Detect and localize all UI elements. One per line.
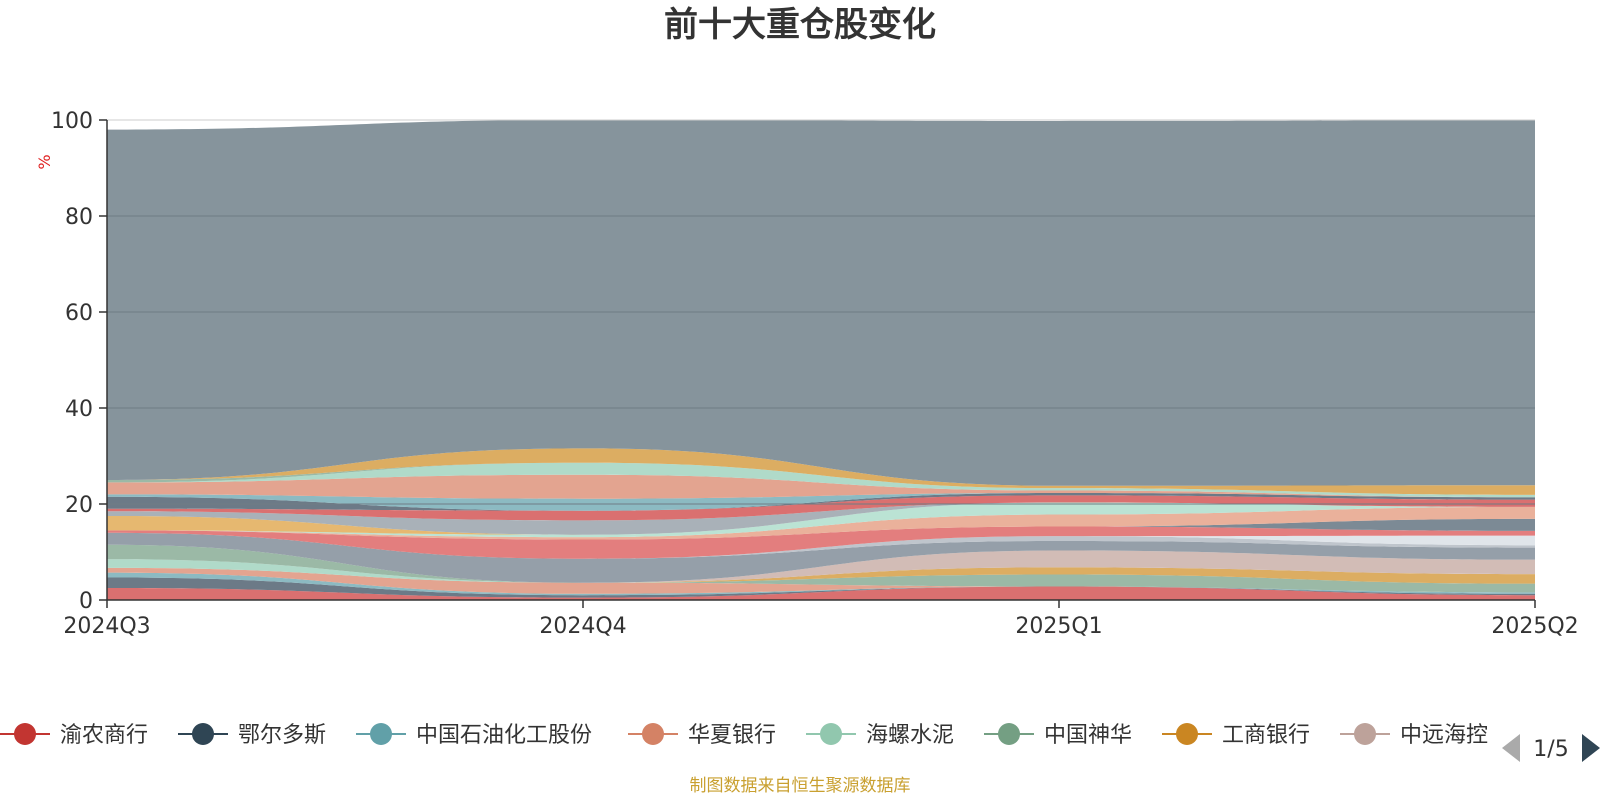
x-tick-label-3: 2025Q2 [1491,614,1578,639]
legend-item-6[interactable]: 工商银行 [1162,723,1310,748]
x-tick-label-1: 2024Q4 [539,614,626,639]
area-series-0 [107,586,1535,600]
area-series-14 [107,506,1535,540]
area-series-17 [107,502,1535,535]
legend-label: 中国石油化工股份 [416,723,592,748]
legend-item-0[interactable]: 渝农商行 [0,723,148,748]
x-tick-label-0: 2024Q3 [63,614,150,639]
area-series-21 [107,474,1535,499]
y-tick-label-1: 20 [65,493,93,518]
grid-lines [107,119,1535,505]
legend-label: 华夏银行 [688,723,776,748]
axes: 0 20 40 60 80 100 2024Q3 2024Q4 2025Q1 2025Q2 [51,109,1579,639]
legend-marker-icon [998,723,1020,745]
legend-marker-icon [642,723,664,745]
legend-marker-icon [14,723,36,745]
legend-label: 中国神华 [1044,723,1132,748]
legend[interactable]: 渝农商行 鄂尔多斯 中国石油化工股份 华夏银行 海螺水泥 中国神华 工商银行 中远海控 [0,723,1488,748]
legend-label: 渝农商行 [60,723,148,748]
legend-label: 中远海控 [1400,723,1488,748]
legend-item-4[interactable]: 海螺水泥 [806,723,954,748]
area-series-3 [107,567,1535,594]
area-series-group [107,120,1535,600]
legend-label: 海螺水泥 [866,723,954,748]
y-tick-label-3: 60 [65,301,93,326]
legend-page-indicator: 1/5 [1533,737,1568,762]
legend-prev-icon[interactable] [1502,734,1520,762]
legend-item-2[interactable]: 中国石油化工股份 [356,723,592,748]
y-tick-label-5: 100 [51,109,93,134]
y-axis-unit: % [35,154,54,169]
legend-item-3[interactable]: 华夏银行 [628,723,776,748]
legend-marker-icon [370,723,392,745]
area-series-7 [107,544,1535,583]
area-series-22 [107,462,1535,498]
area-series-5 [107,544,1535,593]
area-series-15 [107,502,1535,538]
area-series-18 [107,495,1535,521]
legend-marker-icon [192,723,214,745]
area-series-6 [107,544,1535,584]
legend-label: 工商银行 [1222,723,1310,748]
area-series-25 [107,120,1535,486]
area-series-11 [107,526,1535,559]
legend-marker-icon [1354,723,1376,745]
legend-marker-icon [820,723,842,745]
area-series-8 [107,532,1535,583]
legend-item-7[interactable]: 中远海控 [1340,723,1488,748]
legend-pager: 1/5 [1502,734,1600,762]
legend-next-icon[interactable] [1582,734,1600,762]
legend-marker-icon [1176,723,1198,745]
area-series-4 [107,559,1535,593]
chart-title: 前十大重仓股变化 [664,5,936,45]
y-tick-label-0: 0 [79,589,93,614]
legend-label: 鄂尔多斯 [238,723,326,748]
x-tick-label-2: 2025Q1 [1015,614,1102,639]
data-source-note: 制图数据来自恒生聚源数据库 [690,776,911,796]
area-series-2 [107,572,1535,596]
y-tick-label-4: 80 [65,205,93,230]
area-series-9 [107,532,1535,559]
area-series-24 [107,448,1535,495]
legend-item-5[interactable]: 中国神华 [984,723,1132,748]
area-series-12 [107,518,1535,540]
area-series-20 [107,492,1535,511]
y-tick-label-2: 40 [65,397,93,422]
legend-item-1[interactable]: 鄂尔多斯 [178,723,326,748]
